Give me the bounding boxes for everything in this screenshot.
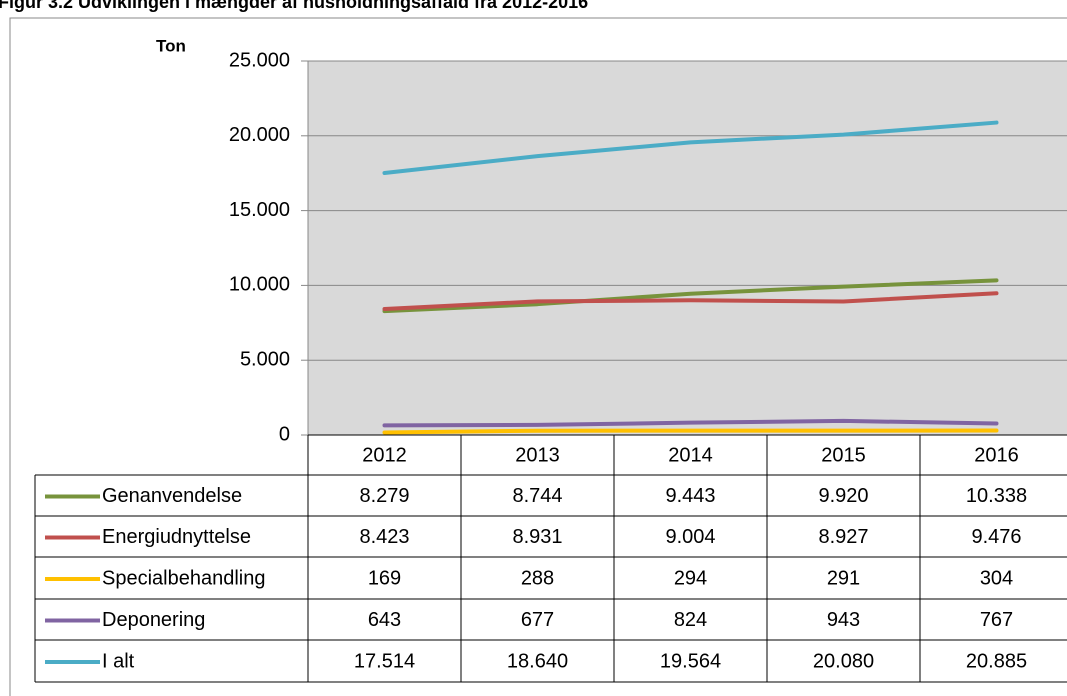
- legend-label: I alt: [102, 650, 135, 672]
- y-tick-label: 20.000: [229, 124, 290, 146]
- table-value: 18.640: [507, 650, 568, 672]
- legend-label: Deponering: [102, 609, 205, 631]
- table-value: 169: [368, 567, 401, 589]
- series-line: [382, 428, 999, 435]
- x-tick-label: 2014: [668, 444, 713, 466]
- table-value: 20.080: [813, 650, 874, 672]
- table-value: 291: [827, 567, 860, 589]
- chart-frame: [9, 17, 1067, 696]
- table-value: 304: [980, 567, 1013, 589]
- y-tick-label: 0: [279, 423, 290, 445]
- series-line: [382, 278, 999, 314]
- legend-label: Energiudnyttelse: [102, 526, 251, 548]
- chart-title: Figur 3.2 Udviklingen i mængder af husho…: [0, 0, 588, 12]
- series-line: [382, 120, 999, 175]
- legend-label: Specialbehandling: [102, 567, 265, 589]
- table-value: 8.927: [818, 526, 868, 548]
- legend-label: Genanvendelse: [102, 485, 242, 507]
- table-value: 294: [674, 567, 707, 589]
- table-value: 8.423: [359, 526, 409, 548]
- table-value: 288: [521, 567, 554, 589]
- table-value: 9.443: [665, 485, 715, 507]
- x-tick-label: 2016: [974, 444, 1019, 466]
- y-tick-label: 25.000: [229, 49, 290, 71]
- table-value: 10.338: [966, 485, 1027, 507]
- table-value: 8.744: [512, 485, 562, 507]
- table-value: 19.564: [660, 650, 721, 672]
- y-axis-label: Ton: [156, 36, 186, 55]
- table-value: 17.514: [354, 650, 415, 672]
- table-value: 9.920: [818, 485, 868, 507]
- table-value: 943: [827, 609, 860, 631]
- plot-area: [307, 60, 1067, 436]
- x-tick-label: 2012: [362, 444, 407, 466]
- y-tick-label: 15.000: [229, 199, 290, 221]
- table-value: 8.931: [512, 526, 562, 548]
- table-value: 9.004: [665, 526, 715, 548]
- x-tick-label: 2013: [515, 444, 560, 466]
- table-value: 8.279: [359, 485, 409, 507]
- series-line: [382, 291, 999, 311]
- table-value: 677: [521, 609, 554, 631]
- series-line: [382, 418, 999, 428]
- x-tick-label: 2015: [821, 444, 866, 466]
- table-value: 9.476: [971, 526, 1021, 548]
- table-value: 767: [980, 609, 1013, 631]
- table-value: 20.885: [966, 650, 1027, 672]
- y-tick-label: 10.000: [229, 274, 290, 296]
- table-value: 824: [674, 609, 707, 631]
- y-tick-label: 5.000: [240, 348, 290, 370]
- table-value: 643: [368, 609, 401, 631]
